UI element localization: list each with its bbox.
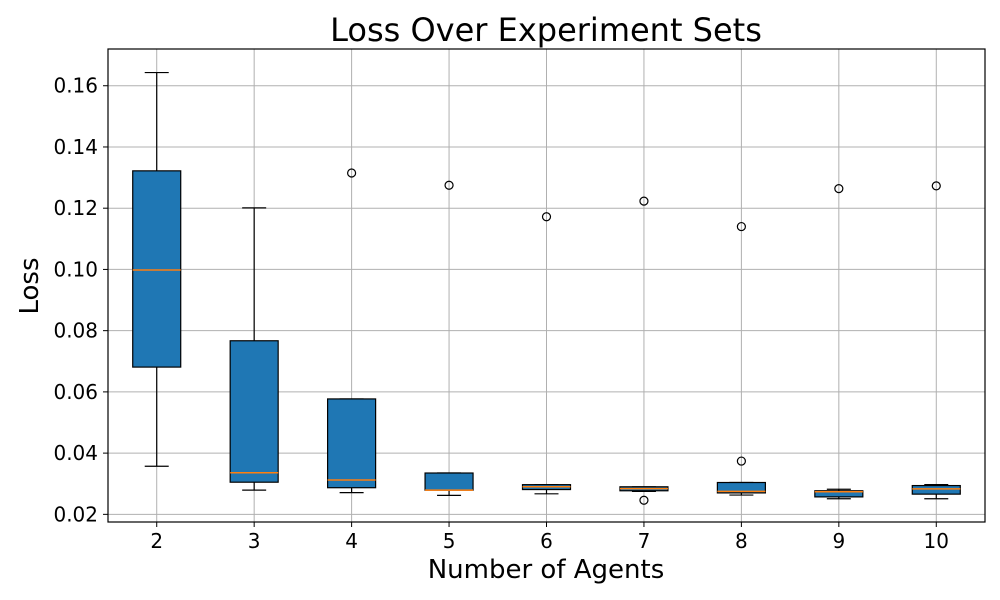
y-tick-label: 0.06 bbox=[53, 380, 98, 404]
outlier-point bbox=[347, 168, 357, 178]
box-group-5 bbox=[424, 180, 474, 496]
box-group-8 bbox=[716, 221, 766, 496]
box-iqr bbox=[814, 490, 864, 498]
box-group-6 bbox=[521, 212, 572, 495]
box-iqr bbox=[911, 484, 961, 495]
y-tick-label: 0.14 bbox=[53, 135, 98, 159]
box-group-9 bbox=[814, 184, 864, 500]
y-tick-label: 0.16 bbox=[53, 74, 98, 98]
y-axis-label: Loss bbox=[15, 257, 45, 314]
x-axis-label: Number of Agents bbox=[428, 555, 665, 585]
outlier-point bbox=[834, 184, 844, 194]
box-iqr bbox=[327, 398, 377, 489]
box-group-7 bbox=[619, 196, 669, 505]
y-tick-label: 0.12 bbox=[53, 196, 98, 220]
box-group-10 bbox=[911, 181, 961, 500]
outlier-point bbox=[444, 180, 454, 190]
box-series bbox=[132, 71, 961, 505]
x-axis-ticks: 2 3 4 5 6 7 8 9 10 bbox=[150, 522, 949, 553]
box-iqr bbox=[716, 481, 766, 494]
x-tick-label: 3 bbox=[248, 529, 261, 553]
outlier-point bbox=[639, 196, 649, 206]
box-iqr bbox=[424, 472, 474, 491]
x-tick-label: 2 bbox=[150, 529, 163, 553]
x-tick-label: 7 bbox=[638, 529, 651, 553]
box-group-4 bbox=[327, 168, 377, 494]
x-tick-label: 8 bbox=[735, 529, 748, 553]
box-group-2 bbox=[132, 71, 182, 467]
outlier-point bbox=[931, 181, 941, 191]
outlier-point bbox=[639, 495, 649, 505]
x-tick-label: 4 bbox=[345, 529, 358, 553]
y-tick-label: 0.02 bbox=[53, 502, 98, 526]
chart-title: Loss Over Experiment Sets bbox=[330, 11, 762, 49]
outlier-point bbox=[541, 212, 552, 222]
x-tick-label: 10 bbox=[924, 529, 949, 553]
box-iqr bbox=[132, 170, 182, 368]
outlier-point bbox=[736, 221, 746, 232]
outlier-point bbox=[736, 456, 746, 466]
y-tick-label: 0.04 bbox=[53, 441, 98, 465]
y-tick-label: 0.08 bbox=[53, 319, 98, 343]
box-iqr bbox=[229, 340, 279, 483]
x-tick-label: 6 bbox=[540, 529, 553, 553]
x-tick-label: 9 bbox=[832, 529, 845, 553]
y-tick-label: 0.10 bbox=[53, 257, 98, 281]
box-group-3 bbox=[229, 207, 279, 491]
y-axis-ticks: 0.02 0.04 0.06 0.08 0.10 0.12 0.14 0.16 bbox=[53, 74, 108, 526]
x-tick-label: 5 bbox=[443, 529, 456, 553]
